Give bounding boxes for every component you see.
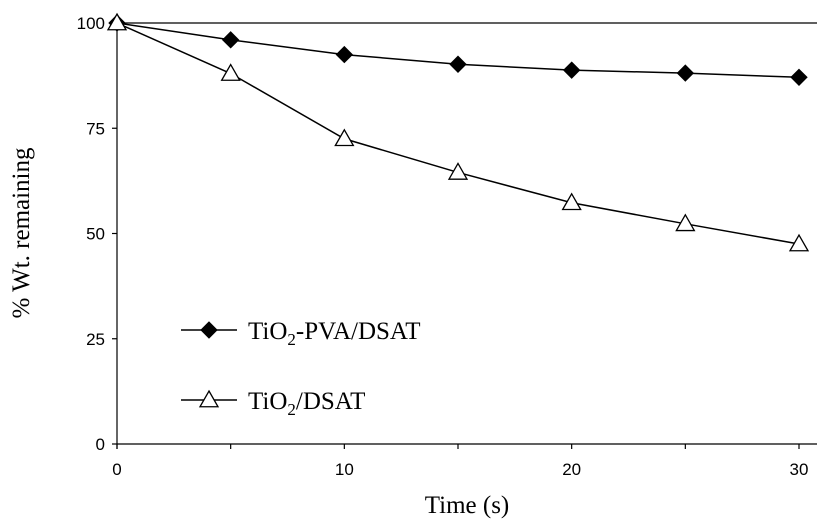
data-point [334, 128, 355, 147]
data-point [788, 233, 810, 252]
y-axis-title: % Wt. remaining [8, 147, 35, 319]
x-tick-label: 0 [112, 460, 121, 479]
y-tick-label: 75 [86, 119, 105, 138]
legend-label-part: /DSAT [296, 388, 365, 415]
data-point [335, 45, 354, 64]
data-point [562, 61, 581, 79]
x-axis-title: Time (s) [425, 492, 510, 519]
x-tick-label: 10 [335, 460, 354, 479]
x-tick-label: 30 [790, 460, 809, 479]
series-0 [108, 14, 808, 87]
data-point [561, 192, 582, 211]
legend-label-subscript: 2 [287, 330, 296, 349]
data-point [675, 213, 696, 232]
legend-marker [200, 321, 218, 339]
data-point [106, 12, 128, 31]
axes [116, 22, 817, 449]
x-tick-label: 20 [562, 460, 581, 479]
y-tick-label: 50 [86, 225, 105, 244]
y-tick-label: 25 [86, 330, 105, 349]
data-point [221, 31, 240, 49]
y-ticks: 0 25 50 75 100 [77, 14, 117, 454]
x-ticks: 0 10 20 30 [112, 444, 808, 479]
data-point [676, 64, 695, 82]
data-point [220, 63, 241, 81]
legend-label-subscript: 2 [287, 400, 296, 419]
series-1 [106, 12, 810, 252]
series-layer [106, 12, 810, 252]
y-tick-label: 100 [77, 14, 105, 33]
legend-label-part: TiO [248, 388, 287, 415]
data-point [790, 68, 808, 87]
data-point [449, 55, 467, 73]
y-tick-label: 0 [96, 435, 105, 454]
data-point [447, 162, 469, 180]
legend-label-part: -PVA/DSAT [296, 318, 421, 345]
legend-label: TiO2-PVA/DSAT [248, 318, 420, 349]
legend-label: TiO2/DSAT [248, 388, 365, 419]
legend-item-0: TiO2-PVA/DSAT [181, 318, 420, 349]
legend-label-part: TiO [248, 318, 287, 345]
legend-marker [198, 389, 220, 408]
legend-item-1: TiO2/DSAT [181, 388, 365, 419]
